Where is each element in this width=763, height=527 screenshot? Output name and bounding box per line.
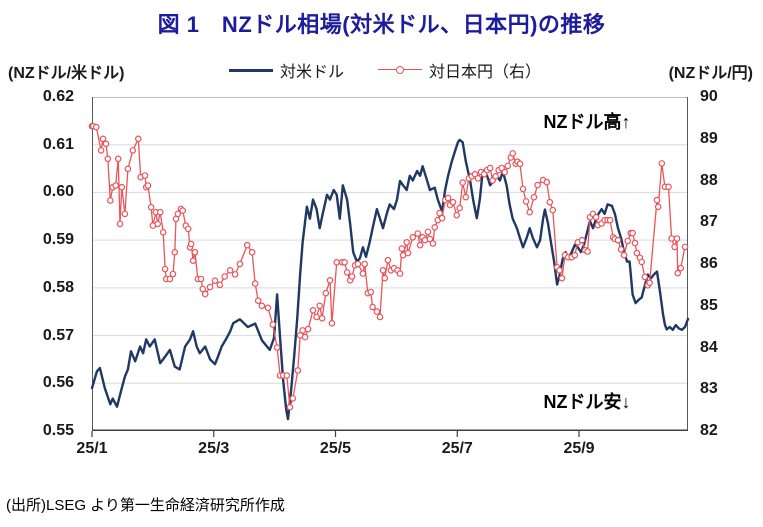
y-right-tick-label: 85 [700,296,718,314]
x-tick-label: 25/1 [76,440,108,457]
y-right-tick-label: 89 [700,129,718,147]
y-left-tick-label: 0.60 [42,183,74,201]
x-tick-label: 25/9 [563,440,595,457]
y-left-tick-label: 0.59 [42,231,74,249]
source-note: (出所)LSEG より第一生命経済研究所作成 [6,497,285,514]
red-line-circle-swatch-icon [378,65,422,75]
left-axis-unit-label: (NZドル/米ドル) [8,65,125,82]
legend-item-usd: 対米ドル [228,58,344,82]
y-left-tick-label: 0.58 [42,278,74,296]
legend-item-jpy: 対日本円（右） [378,58,541,82]
x-axis-tick-labels: 25/1 25/3 25/5 25/7 25/9 [0,440,763,462]
annotation-nzd-low: NZドル安↓ [543,392,631,412]
y-right-tick-label: 88 [700,171,718,189]
right-axis-unit-label: (NZドル/円) [668,65,753,82]
annotation-nzd-high: NZドル高↑ [543,112,631,132]
y-right-tick-label: 90 [700,88,718,105]
legend-label-jpy: 対日本円（右） [429,64,542,81]
y-left-tick-label: 0.55 [42,422,74,439]
navy-line-swatch-icon [228,65,273,75]
line-chart-canvas [88,97,690,437]
y-right-tick-label: 84 [700,338,718,356]
x-tick-label: 25/5 [319,440,352,457]
plot-area [88,97,690,437]
x-tick-label: 25/3 [198,440,230,457]
y-right-tick-label: 83 [700,380,718,398]
x-tick-label: 25/7 [441,440,473,457]
legend-label-usd: 対米ドル [279,64,344,81]
y-right-tick-label: 87 [700,213,718,231]
y-axis-left-tick-labels: 0.62 0.61 0.60 0.59 0.58 0.57 0.56 0.55 [0,88,82,439]
chart-title: 図 1 NZドル相場(対米ドル、日本円)の推移 [157,12,606,37]
y-left-tick-label: 0.61 [42,135,74,153]
y-left-tick-label: 0.62 [42,88,74,105]
y-right-tick-label: 86 [700,255,718,272]
y-axis-right-tick-labels: 90 89 88 87 86 85 84 83 82 [700,88,760,439]
y-left-tick-label: 0.57 [42,326,74,344]
legend: 対米ドル 対日本円（右） [170,58,600,82]
y-left-tick-label: 0.56 [42,374,74,392]
y-right-tick-label: 82 [700,422,718,439]
